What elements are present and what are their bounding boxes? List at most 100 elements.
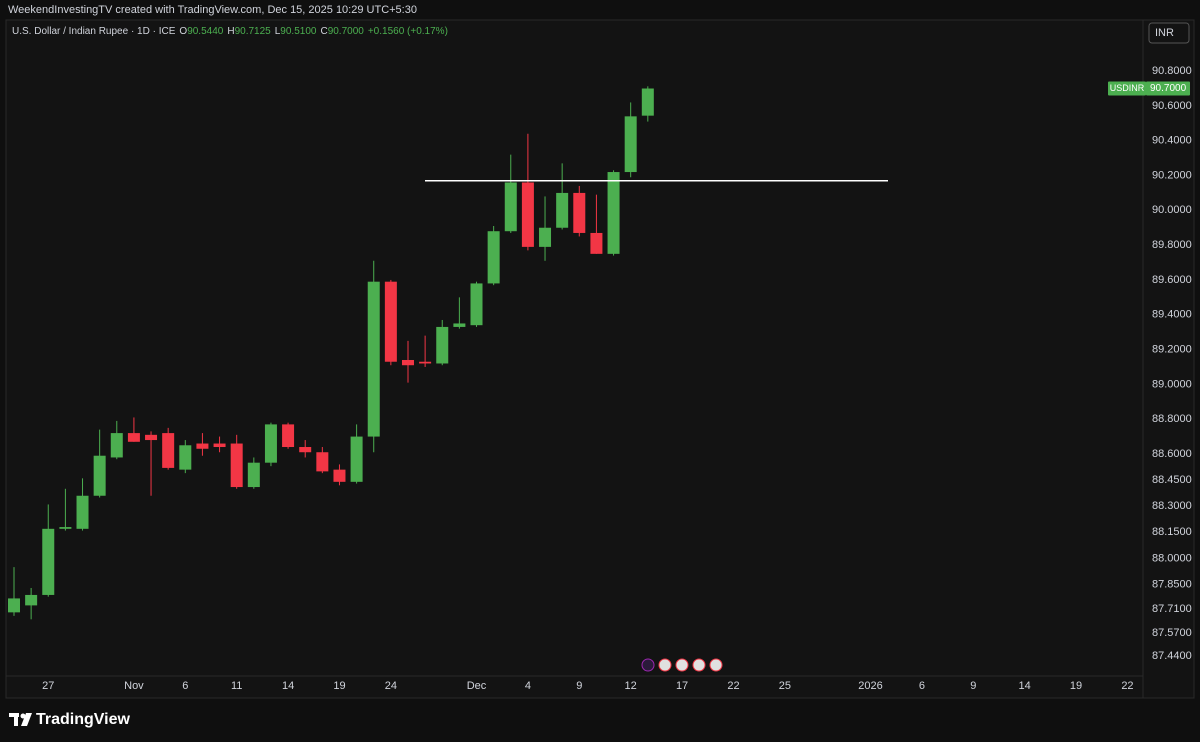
event-icon[interactable]	[692, 658, 706, 672]
candle-body	[590, 232, 603, 254]
candle-body	[487, 231, 500, 284]
candle-body	[436, 326, 449, 364]
x-tick-label: 9	[576, 680, 582, 692]
logo-part	[20, 713, 26, 719]
y-tick-label: 88.4500	[1152, 474, 1192, 486]
y-tick-label: 90.6000	[1152, 100, 1192, 112]
candle-body	[127, 433, 140, 442]
y-tick-label: 88.8000	[1152, 413, 1192, 425]
x-tick-label: 27	[42, 680, 54, 692]
y-tick-label: 89.4000	[1152, 309, 1192, 321]
logo-part	[21, 713, 32, 726]
legend-l: L	[275, 26, 281, 37]
candle-body	[539, 227, 552, 247]
x-tick-label: 19	[333, 680, 345, 692]
currency-box[interactable]	[1148, 22, 1190, 44]
footer-brand: TradingView	[36, 711, 131, 728]
x-tick-label: 19	[1070, 680, 1082, 692]
x-tick-label: 9	[970, 680, 976, 692]
legend: U.S. Dollar / Indian Rupee · 1D · ICE O90…	[12, 26, 448, 37]
y-tick-label: 88.6000	[1152, 448, 1192, 460]
y-tick-label: 89.6000	[1152, 274, 1192, 286]
x-tick-label: 4	[525, 680, 531, 692]
x-tick-label: 24	[385, 680, 397, 692]
candle-body	[93, 455, 106, 496]
legend-h: H	[227, 26, 234, 37]
legend-open: 90.5440	[187, 26, 224, 37]
candle-body	[556, 192, 569, 228]
candle-body	[59, 527, 72, 529]
x-tick-label: 14	[282, 680, 294, 692]
candle-body	[624, 116, 637, 173]
x-tick-label: 11	[231, 680, 242, 692]
candle-body	[573, 192, 586, 233]
candle-body	[264, 424, 277, 463]
y-tick-label: 90.2000	[1152, 169, 1192, 181]
candle-body	[162, 433, 175, 468]
candle-body	[76, 495, 89, 529]
x-tick-label: 17	[676, 680, 688, 692]
legend-o: O	[179, 26, 187, 37]
candle-body	[282, 424, 295, 448]
legend-symbol: U.S. Dollar / Indian Rupee · 1D · ICE	[12, 26, 176, 37]
legend-high: 90.7125	[235, 26, 272, 37]
chart-panel	[5, 19, 1195, 699]
candle-body	[247, 462, 260, 488]
event-icon[interactable]	[675, 658, 689, 672]
candle-body	[453, 323, 466, 327]
candle-body	[333, 469, 346, 482]
candle-body	[419, 361, 432, 364]
candle-body	[470, 283, 483, 326]
candle-body	[179, 445, 192, 470]
x-tick-label: 22	[727, 680, 739, 692]
y-tick-label: 88.0000	[1152, 552, 1192, 564]
candle-body	[641, 88, 654, 116]
candle-body	[350, 436, 363, 482]
price-tag-box	[1146, 81, 1190, 96]
x-tick-label: 22	[1121, 680, 1133, 692]
header: WeekendInvestingTV created with TradingV…	[8, 4, 417, 16]
y-tick-label: 87.5700	[1152, 627, 1192, 639]
y-tick-label: 87.8500	[1152, 578, 1192, 590]
y-tick-label: 89.0000	[1152, 378, 1192, 390]
candle-body	[230, 443, 243, 488]
y-tick-label: 87.7100	[1152, 603, 1192, 615]
candle-body	[8, 598, 20, 613]
legend-c: C	[320, 26, 327, 37]
candle-body	[110, 433, 123, 458]
x-tick-label: 6	[919, 680, 925, 692]
price-tag-symbol: USDINR	[1110, 83, 1145, 93]
candle-body	[25, 594, 38, 606]
legend-low: 90.5100	[280, 26, 317, 37]
y-tick-label: 87.4400	[1152, 650, 1192, 662]
candle-body	[401, 360, 414, 366]
y-tick-label: 88.3000	[1152, 500, 1192, 512]
candle-body	[299, 447, 312, 453]
x-tick-label: 12	[625, 680, 637, 692]
candle-body	[504, 182, 517, 232]
price-tag-symbol-box	[1108, 81, 1146, 96]
x-tick-label: 6	[182, 680, 188, 692]
logo-part	[14, 713, 18, 726]
y-tick-label: 90.0000	[1152, 204, 1192, 216]
candle-body	[521, 182, 534, 247]
currency[interactable]: INR	[1155, 27, 1174, 39]
candle-body	[384, 281, 397, 362]
candle-body	[316, 452, 329, 472]
legend-change: +0.1560 (+0.17%)	[368, 26, 448, 37]
x-tick-label: 14	[1019, 680, 1031, 692]
y-tick-label: 88.1500	[1152, 526, 1192, 538]
candle-body	[213, 443, 226, 448]
y-tick-label: 90.8000	[1152, 65, 1192, 77]
y-tick-label: 89.8000	[1152, 239, 1192, 251]
y-tick-label: 90.4000	[1152, 135, 1192, 147]
x-tick-label: Dec	[467, 680, 487, 692]
event-icon[interactable]	[641, 658, 655, 672]
event-icon[interactable]	[709, 658, 723, 672]
event-icon[interactable]	[658, 658, 672, 672]
footer-logo: TradingView	[9, 711, 131, 728]
candle-body	[607, 172, 620, 254]
candle-body	[196, 443, 209, 449]
price-tag-value: 90.7000	[1150, 83, 1187, 94]
